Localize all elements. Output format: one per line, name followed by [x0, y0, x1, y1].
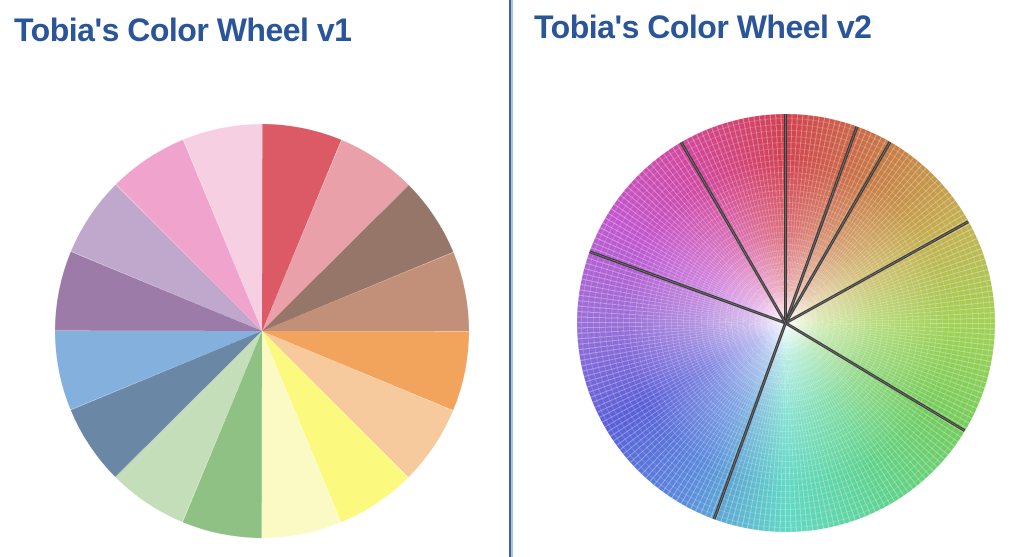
wedge-boundary-line	[783, 141, 891, 324]
wedge-boundary-line	[784, 321, 965, 432]
wedge-boundary-line	[783, 126, 858, 324]
wedge-boundary-line	[679, 141, 787, 324]
wedge-boundary-line	[783, 114, 787, 323]
slice-seams-overlay	[55, 124, 469, 538]
chart-title-v1: Tobia's Color Wheel v1	[14, 12, 352, 48]
wedge-boundary-line	[588, 250, 786, 325]
panel-divider	[509, 0, 514, 557]
pie-chart-v1	[55, 124, 469, 538]
chart-title-v2: Tobia's Color Wheel v2	[534, 9, 872, 45]
wedge-boundary-line	[712, 322, 787, 520]
color-wheel-v2	[577, 114, 995, 532]
